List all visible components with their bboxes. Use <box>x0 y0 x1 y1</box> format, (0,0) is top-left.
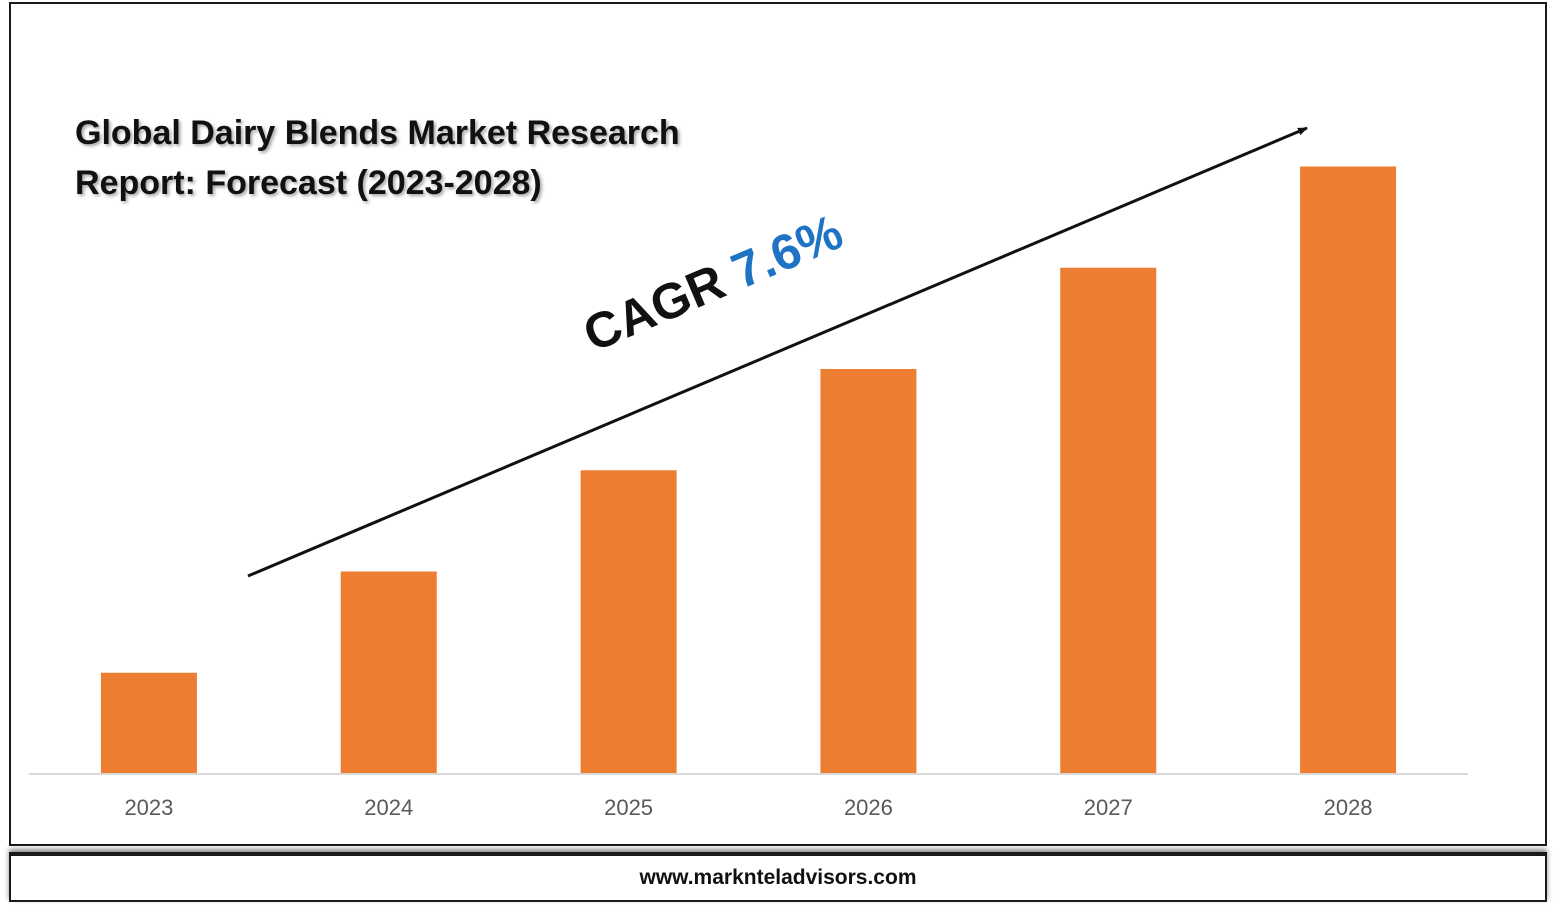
bar-2024 <box>340 571 437 774</box>
x-tick-label-2023: 2023 <box>124 795 173 820</box>
footer-website: www.marknteladvisors.com <box>639 866 917 889</box>
x-tick-label-2026: 2026 <box>844 795 893 820</box>
chart-title-line-2: Report: Forecast (2023-2028) <box>75 164 542 202</box>
bar-2023 <box>100 672 197 774</box>
chart-title: Global Dairy Blends Market Research Repo… <box>75 108 775 208</box>
chart-title-line-1: Global Dairy Blends Market Research <box>75 114 680 152</box>
x-tick-labels: 2023 2024 2025 2026 2027 2028 <box>124 795 1372 820</box>
bar-2027 <box>1060 267 1157 774</box>
trend-arrow <box>247 126 1308 578</box>
bars-layer <box>100 166 1397 774</box>
x-tick-label-2028: 2028 <box>1324 795 1373 820</box>
x-tick-label-2025: 2025 <box>604 795 653 820</box>
x-tick-label-2027: 2027 <box>1084 795 1133 820</box>
bar-2028 <box>1300 166 1397 774</box>
x-tick-label-2024: 2024 <box>364 795 413 820</box>
footer-bar: www.marknteladvisors.com <box>9 852 1547 902</box>
chart-panel <box>9 2 1547 846</box>
bar-2025 <box>580 470 677 774</box>
bar-2026 <box>820 369 917 774</box>
